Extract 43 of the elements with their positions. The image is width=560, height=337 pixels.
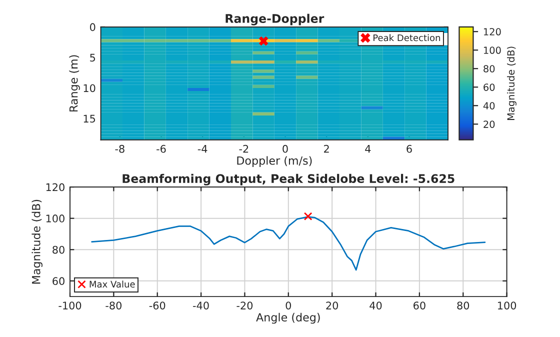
color-bar-label: 120 — [484, 28, 501, 36]
x-axis-title: Angle (deg) — [256, 312, 320, 324]
y-tick-label: 15 — [84, 114, 96, 123]
y-tick-label: 10 — [84, 84, 96, 92]
x-tick-label: -4 — [198, 145, 208, 153]
chart-title: Beamforming Output, Peak Sidelobe Level: -5.625 — [122, 174, 454, 186]
color-bar-label: 60 — [484, 84, 495, 91]
chart-title: Range-Doppler — [226, 14, 324, 26]
y-axis-title: Range (m) — [69, 55, 80, 112]
y-axis-title: Magnitude (dB) — [32, 200, 42, 284]
x-tick-label: -80 — [106, 302, 122, 310]
line-series — [91, 216, 486, 271]
y-tick-label: 0 — [90, 23, 96, 32]
x-tick-label: 0 — [286, 302, 292, 310]
color-bar-label: 100 — [484, 46, 501, 54]
x-tick-label: -60 — [149, 302, 166, 310]
color-bar-label: 80 — [484, 65, 495, 72]
x-tick-label: 6 — [406, 144, 412, 153]
x-tick-label: 20 — [326, 302, 338, 310]
color-bar-label: 40 — [483, 102, 495, 110]
color-bar-title: Magnitude (dB) — [507, 46, 516, 120]
y-tick-label: 60 — [52, 277, 64, 286]
x-tick-label: -40 — [193, 302, 209, 310]
x-tick-label: -8 — [115, 144, 124, 153]
x-tick-label: 40 — [370, 302, 382, 310]
legend-label: Max Value — [90, 280, 135, 288]
x-tick-label: -6 — [156, 144, 166, 153]
y-tick-label: 120 — [46, 183, 64, 192]
color-bar-label: 20 — [484, 120, 495, 128]
x-tick-label: 60 — [414, 302, 426, 310]
legend-label: Peak Detection — [374, 34, 440, 42]
x-tick-label: -2 — [239, 144, 248, 153]
x-tick-label: 2 — [324, 144, 329, 153]
y-tick-label: 5 — [90, 54, 96, 62]
x-axis-title: Doppler (m/s) — [237, 156, 312, 167]
x-tick-label: 4 — [365, 145, 371, 153]
x-tick-label: 0 — [282, 144, 288, 153]
x-tick-label: 80 — [457, 302, 470, 310]
x-tick-label: -20 — [236, 302, 253, 310]
y-tick-label: 100 — [46, 214, 64, 222]
x-tick-label: -100 — [58, 302, 82, 310]
y-tick-label: 80 — [52, 246, 64, 254]
x-tick-label: 100 — [498, 302, 516, 310]
